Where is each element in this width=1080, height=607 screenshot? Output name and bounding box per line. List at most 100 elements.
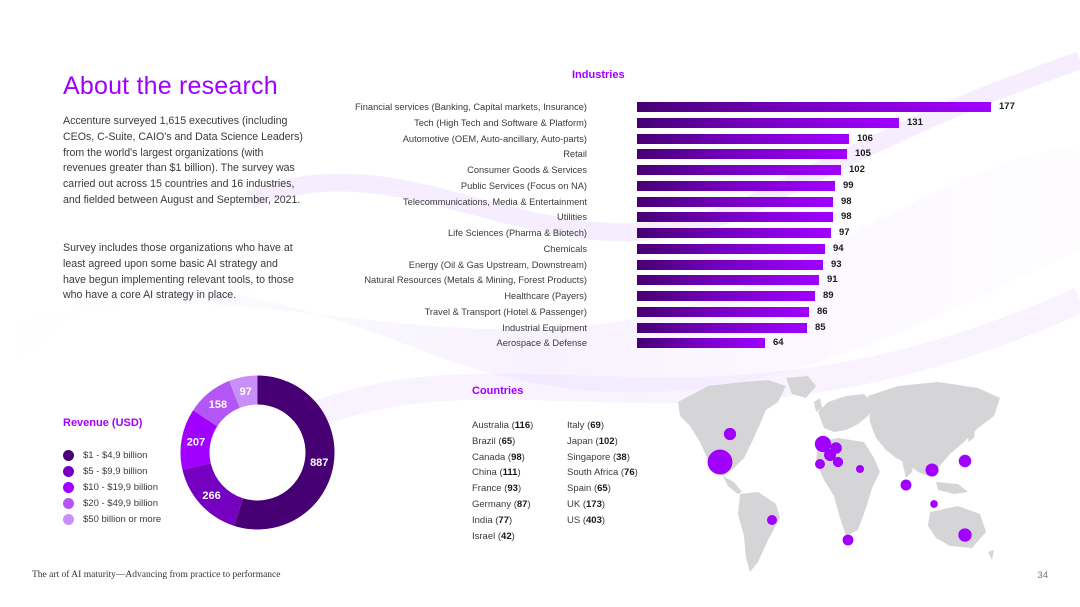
- country-name: Brazil: [472, 435, 496, 447]
- legend-label: $5 - $9,9 billion: [83, 465, 148, 477]
- industry-value-label: 102: [849, 164, 865, 175]
- industry-label: Public Services (Focus on NA): [460, 180, 587, 191]
- industry-label: Consumer Goods & Services: [467, 165, 587, 175]
- intro-paragraph: Accenture surveyed 1,615 executives (inc…: [63, 115, 303, 206]
- industry-label: Natural Resources (Metals & Mining, Fore…: [364, 275, 587, 286]
- industry-label: Travel & Transport (Hotel & Passenger): [424, 306, 587, 317]
- industry-row: Healthcare (Payers) 89: [300, 289, 1040, 303]
- industry-row: Retail 105: [300, 147, 1040, 161]
- industry-row: Life Sciences (Pharma & Biotech) 97: [300, 226, 1040, 240]
- footer-text: The art of AI maturity—Advancing from pr…: [32, 570, 281, 580]
- country-count: 69: [590, 420, 601, 431]
- legend-item: $1 - $4,9 billion: [63, 447, 161, 463]
- industry-row: Aerospace & Defense 64: [300, 336, 1040, 350]
- map-land: [678, 376, 1000, 572]
- industry-bar: [637, 338, 765, 349]
- industry-label: Energy (Oil & Gas Upstream, Downstream): [408, 259, 587, 270]
- legend-label: $1 - $4,9 billion: [83, 449, 148, 461]
- country-count: 65: [597, 483, 608, 495]
- country-name: Australia: [472, 420, 509, 431]
- industry-label: Tech (High Tech and Software & Platform): [414, 117, 587, 128]
- country-name: Singapore: [567, 451, 611, 463]
- industry-value-label: 91: [827, 274, 838, 286]
- revenue-title: Revenue (USD): [63, 417, 143, 429]
- map-marker: [767, 515, 777, 525]
- industry-label: Automotive (OEM, Auto-ancillary, Auto-pa…: [402, 133, 587, 144]
- legend-swatch: [63, 481, 74, 493]
- industry-row: Consumer Goods & Services 102: [300, 163, 1040, 177]
- country-count: 93: [507, 483, 518, 495]
- country-item: Israel (42): [472, 530, 515, 542]
- industry-value-label: 98: [841, 195, 852, 207]
- industry-row: Financial services (Banking, Capital mar…: [300, 100, 1040, 114]
- industry-bar: [637, 306, 809, 317]
- revenue-donut-chart: 887 266 207 158 97: [180, 375, 335, 530]
- industry-row: Tech (High Tech and Software & Platform)…: [300, 116, 1040, 130]
- country-item: South Africa (76): [567, 467, 638, 479]
- industry-bar: [637, 117, 899, 128]
- map-marker: [723, 427, 737, 441]
- legend-swatch: [63, 449, 74, 461]
- industry-bar: [637, 228, 831, 238]
- industry-row: Public Services (Focus on NA) 99: [300, 179, 1040, 193]
- country-count: 173: [586, 498, 602, 510]
- industry-value-label: 105: [855, 148, 871, 160]
- industry-row: Automotive (OEM, Auto-ancillary, Auto-pa…: [300, 132, 1040, 146]
- countries-title: Countries: [472, 385, 524, 397]
- country-name: US: [567, 514, 581, 526]
- industry-value-label: 177: [999, 101, 1015, 112]
- country-item: Canada (98): [472, 451, 525, 463]
- country-count: 77: [498, 514, 509, 526]
- country-item: Brazil (65): [472, 435, 516, 447]
- legend-label: $10 - $19,9 billion: [83, 481, 158, 493]
- map-marker: [842, 534, 854, 546]
- revenue-legend: $1 - $4,9 billion $5 - $9,9 billion $10 - …: [63, 447, 161, 527]
- map-marker: [900, 479, 912, 491]
- industry-row: Utilities 98: [300, 210, 1040, 224]
- country-item: India (77): [472, 514, 513, 526]
- donut-value-label: 97: [240, 386, 252, 398]
- legend-swatch: [63, 465, 74, 477]
- industry-bar: [637, 133, 849, 144]
- country-name: France: [472, 483, 502, 495]
- map-marker: [958, 454, 972, 468]
- map-markers: [707, 427, 972, 546]
- country-count: 111: [502, 467, 518, 479]
- donut-value-label: 207: [187, 437, 205, 449]
- industry-value-label: 64: [773, 337, 784, 349]
- industry-row: Natural Resources (Metals & Mining, Fore…: [300, 273, 1040, 287]
- map-marker: [855, 464, 865, 474]
- countries-column-1: Australia (116) Brazil (65) Canada (98) Chi…: [472, 418, 533, 544]
- country-name: Israel: [472, 530, 496, 542]
- industry-label: Utilities: [557, 212, 587, 223]
- page-title: About the research: [63, 71, 278, 100]
- map-marker: [815, 459, 825, 469]
- country-item: Japan (102): [567, 435, 618, 447]
- country-name: South Africa: [567, 467, 619, 479]
- industry-value-label: 86: [817, 305, 828, 317]
- industry-bar: [637, 212, 833, 223]
- country-item: Australia (116): [472, 420, 534, 431]
- country-count: 38: [616, 451, 627, 463]
- country-count: 42: [501, 530, 512, 542]
- industry-bar: [637, 149, 847, 160]
- country-name: India: [472, 514, 493, 526]
- industry-value-label: 99: [843, 179, 854, 191]
- industry-row: Energy (Oil & Gas Upstream, Downstream) 9…: [300, 258, 1040, 272]
- country-item: US (403): [567, 514, 606, 526]
- country-item: UK (173): [567, 498, 606, 510]
- industry-bar: [637, 322, 807, 333]
- industry-value-label: 98: [841, 211, 852, 223]
- country-item: Spain (65): [567, 483, 611, 495]
- industry-bar: [637, 275, 819, 286]
- industry-value-label: 97: [839, 227, 850, 238]
- country-name: UK: [567, 498, 581, 510]
- industry-label: Telecommunications, Media & Entertainmen…: [403, 196, 587, 207]
- page-number: 34: [1037, 570, 1048, 581]
- country-count: 116: [514, 420, 531, 431]
- legend-label: $20 - $49,9 billion: [83, 497, 158, 509]
- legend-item: $20 - $49,9 billion: [63, 495, 161, 511]
- country-count: 76: [624, 467, 635, 479]
- country-count: 403: [586, 514, 602, 526]
- legend-item: $50 billion or more: [63, 511, 161, 527]
